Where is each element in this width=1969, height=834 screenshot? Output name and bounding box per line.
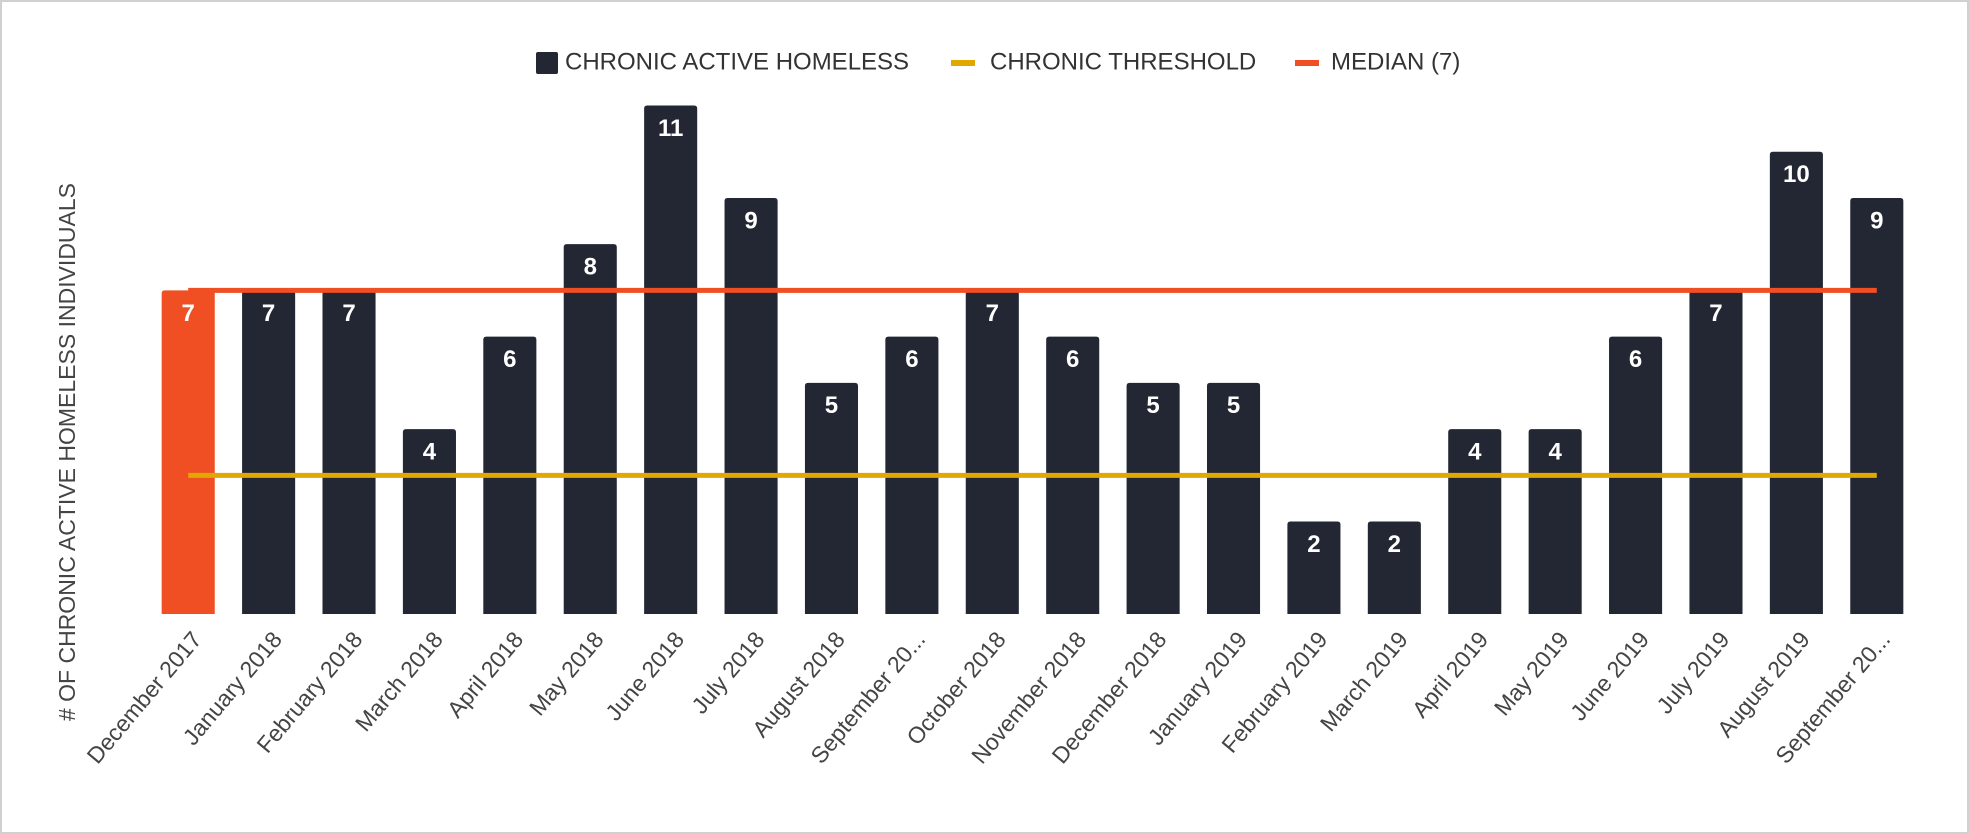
value-label: 6 xyxy=(905,346,918,373)
value-label: 7 xyxy=(182,300,195,327)
legend-label: CHRONIC ACTIVE HOMELESS xyxy=(565,48,909,75)
value-label: 4 xyxy=(423,438,437,465)
value-label: 9 xyxy=(744,207,757,234)
value-label: 5 xyxy=(825,392,838,419)
legend-swatch xyxy=(1295,60,1319,66)
legend-swatch xyxy=(951,60,975,66)
y-axis-label: # OF CHRONIC ACTIVE HOMELESS INDIVIDUALS xyxy=(54,183,80,721)
value-label: 2 xyxy=(1307,531,1320,558)
bar xyxy=(644,105,698,614)
bar xyxy=(1689,290,1743,614)
legend-swatch xyxy=(536,52,558,74)
value-label: 7 xyxy=(986,300,999,327)
value-label: 5 xyxy=(1146,392,1159,419)
bar xyxy=(161,290,215,614)
bar xyxy=(322,290,376,614)
value-label: 7 xyxy=(342,300,355,327)
legend-label: MEDIAN (7) xyxy=(1331,48,1460,75)
value-label: 6 xyxy=(503,346,516,373)
value-label: 9 xyxy=(1870,207,1883,234)
value-label: 6 xyxy=(1629,346,1642,373)
value-label: 5 xyxy=(1227,392,1240,419)
value-label: 11 xyxy=(658,115,683,142)
bar xyxy=(1850,197,1904,615)
value-label: 2 xyxy=(1388,531,1401,558)
bar xyxy=(1206,382,1261,614)
bar xyxy=(563,244,617,614)
value-label: 4 xyxy=(1468,438,1482,465)
bar xyxy=(242,290,296,614)
bar xyxy=(1769,151,1823,614)
bar xyxy=(1367,521,1421,614)
value-label: 8 xyxy=(584,254,597,281)
bar xyxy=(804,382,859,614)
legend-label: CHRONIC THRESHOLD xyxy=(990,48,1256,75)
value-label: 4 xyxy=(1548,438,1562,465)
bar xyxy=(1126,382,1180,614)
bar xyxy=(1287,521,1341,614)
value-label: 10 xyxy=(1783,161,1810,188)
value-label: 7 xyxy=(262,300,275,327)
value-label: 7 xyxy=(1709,300,1722,327)
value-label: 6 xyxy=(1066,346,1079,373)
bar xyxy=(724,197,778,615)
bar xyxy=(965,290,1019,614)
